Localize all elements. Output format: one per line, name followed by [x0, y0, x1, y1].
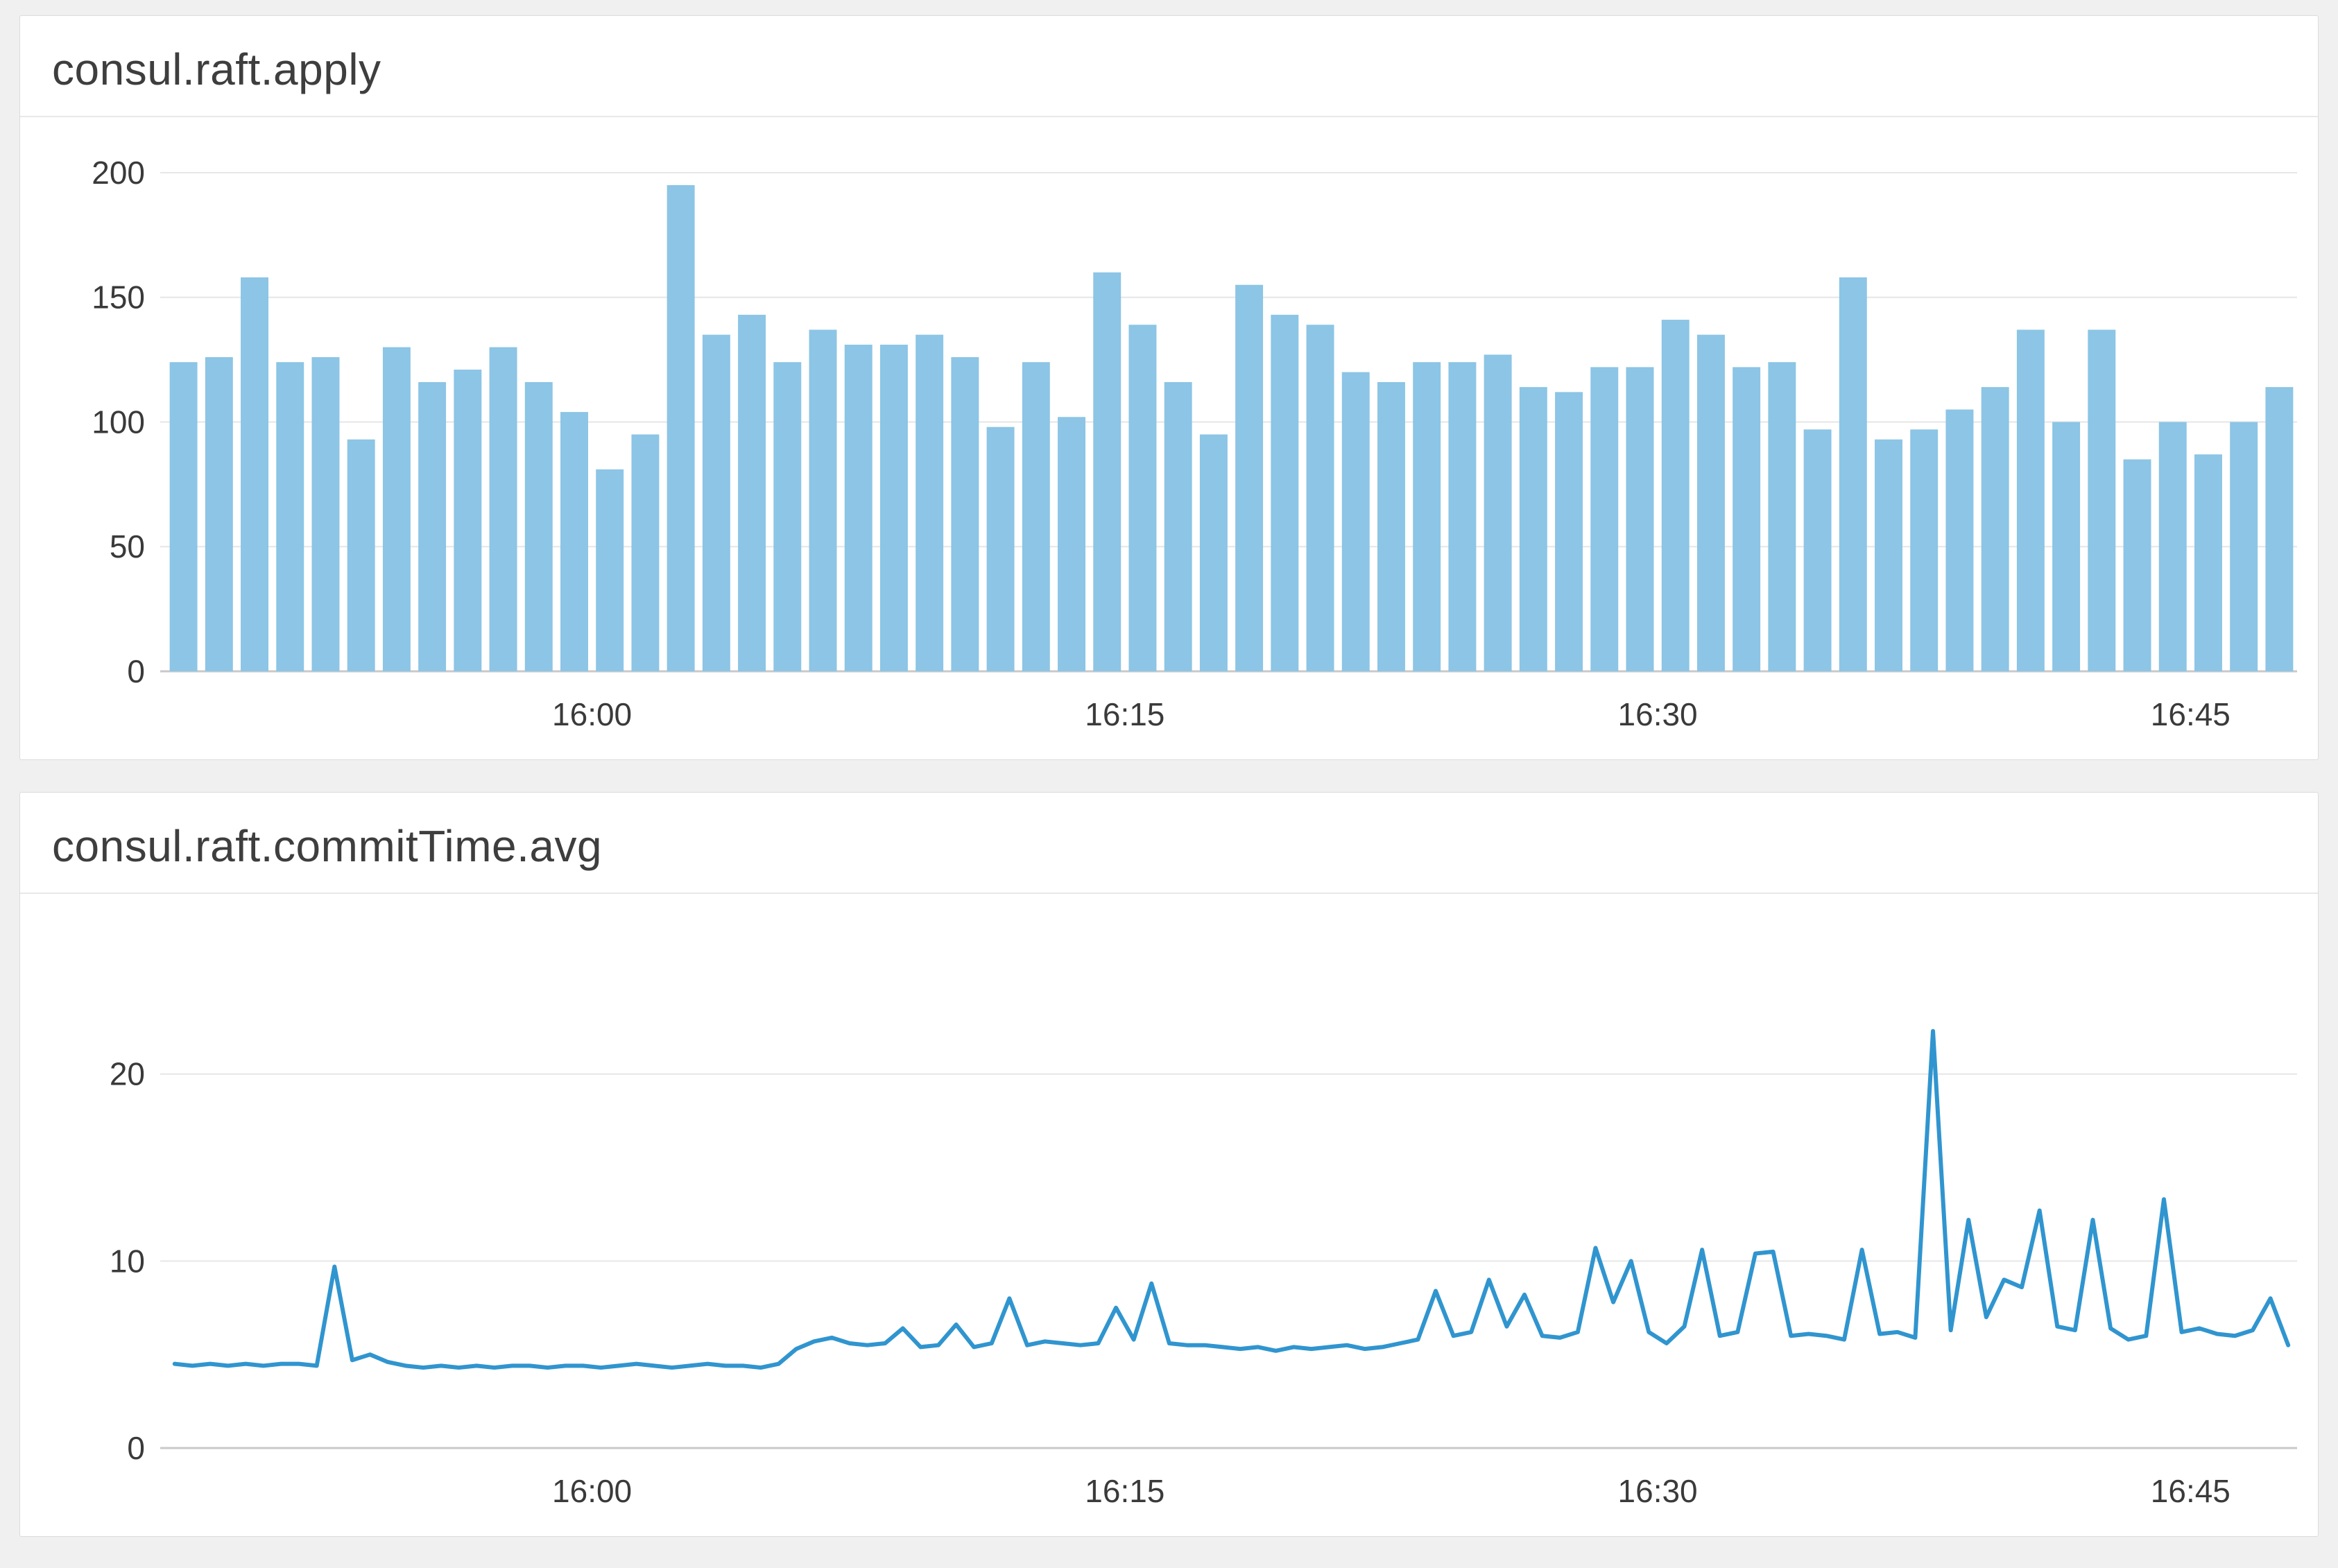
svg-text:16:00: 16:00: [552, 1473, 632, 1509]
svg-text:16:45: 16:45: [2151, 1473, 2230, 1509]
svg-text:20: 20: [110, 1056, 145, 1092]
svg-text:50: 50: [110, 528, 145, 565]
svg-text:0: 0: [127, 653, 145, 689]
svg-text:150: 150: [92, 279, 145, 316]
panel-consul-raft-commit-time-avg: consul.raft.commitTime.avg 0 10 20 16:00 16:…: [19, 792, 2319, 1537]
svg-text:16:15: 16:15: [1085, 1473, 1164, 1509]
svg-text:0: 0: [127, 1430, 145, 1466]
panel-consul-raft-apply: consul.raft.apply 0 50 100 150 200 16:00 16:15…: [19, 15, 2319, 760]
panel-title: consul.raft.commitTime.avg: [52, 821, 603, 871]
svg-text:16:00: 16:00: [552, 696, 632, 732]
bar-chart-canvas[interactable]: 0 50 100 150 200 16:00 16:15 16:30 16:45: [20, 127, 2318, 751]
line-chart-canvas[interactable]: 0 10 20 16:00 16:15 16:30 16:45: [20, 904, 2318, 1528]
panel-title: consul.raft.apply: [52, 44, 381, 94]
svg-text:10: 10: [110, 1243, 145, 1279]
panel-header: consul.raft.commitTime.avg: [20, 793, 2318, 894]
svg-text:200: 200: [92, 155, 145, 191]
svg-text:16:30: 16:30: [1618, 696, 1698, 732]
svg-text:16:45: 16:45: [2151, 696, 2230, 732]
line-chart-area: 0 10 20 16:00 16:15 16:30 16:45: [20, 894, 2318, 1536]
bar-chart-area: 0 50 100 150 200 16:00 16:15 16:30 16:45: [20, 117, 2318, 759]
svg-text:16:30: 16:30: [1618, 1473, 1698, 1509]
svg-text:16:15: 16:15: [1085, 696, 1164, 732]
panel-header: consul.raft.apply: [20, 16, 2318, 117]
svg-text:100: 100: [92, 404, 145, 440]
